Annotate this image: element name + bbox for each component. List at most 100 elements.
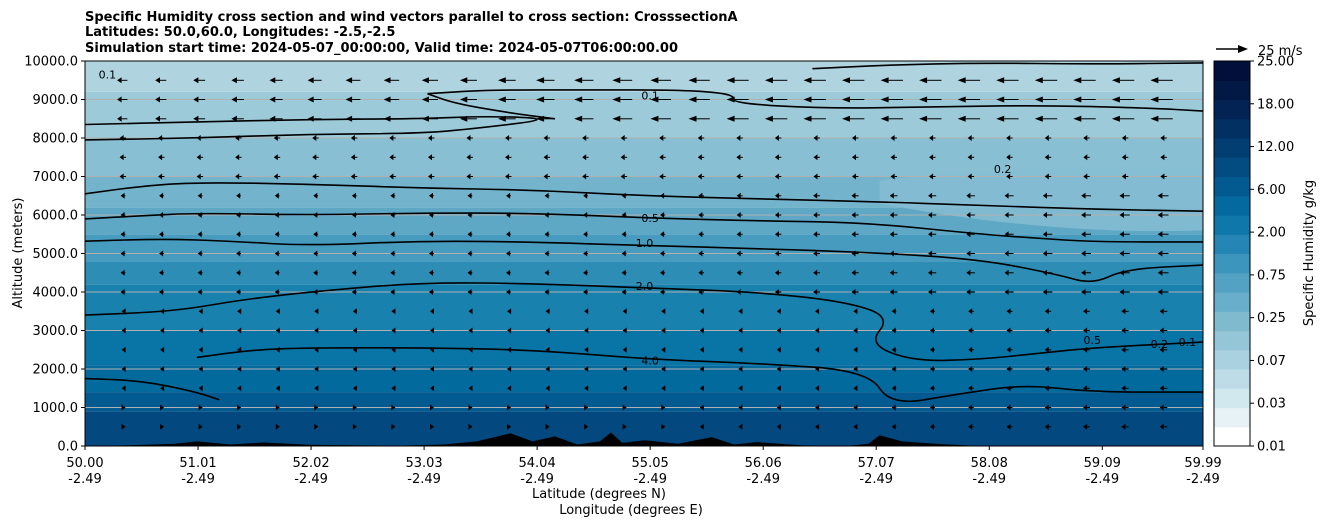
wind-vector-head bbox=[1044, 154, 1049, 161]
x-tick-lon-10: -2.49 bbox=[1186, 472, 1220, 487]
wind-vector-head bbox=[930, 327, 934, 334]
wind-vector-head bbox=[996, 96, 1005, 103]
wind-vector-head bbox=[155, 96, 160, 103]
wind-vector-head bbox=[775, 250, 779, 257]
wind-vector-head bbox=[1042, 289, 1047, 295]
colorbar-segment-6 bbox=[1214, 311, 1250, 332]
wind-vector-head bbox=[421, 96, 429, 103]
wind-vector-head bbox=[584, 366, 589, 372]
wind-vector-head bbox=[236, 231, 241, 238]
wind-vector-head bbox=[928, 231, 933, 238]
wind-vector-head bbox=[158, 173, 163, 180]
wind-vector-head bbox=[966, 212, 971, 218]
wind-vector-head bbox=[853, 366, 858, 372]
wind-vector-head bbox=[466, 173, 471, 180]
wind-vector-head bbox=[352, 423, 357, 430]
wind-vector-head bbox=[851, 192, 856, 199]
wind-vector-head bbox=[930, 366, 934, 372]
wind-vector-head bbox=[313, 192, 318, 199]
contour-line-8 bbox=[196, 346, 1203, 403]
wind-vector-head bbox=[583, 269, 588, 276]
wind-vector-head bbox=[314, 385, 319, 392]
wind-vector-head bbox=[120, 269, 125, 276]
wind-vector-head bbox=[351, 269, 356, 276]
wind-vector-head bbox=[584, 346, 589, 353]
wind-vector-head bbox=[1150, 77, 1159, 84]
wind-vector-head bbox=[117, 77, 122, 84]
wind-vector-head bbox=[117, 115, 122, 122]
wind-vector-head bbox=[650, 115, 659, 122]
wind-vector-head bbox=[1034, 115, 1043, 122]
wind-vector-head bbox=[121, 366, 126, 372]
wind-vector-head bbox=[1044, 346, 1049, 353]
wind-vector-head bbox=[237, 423, 242, 430]
wind-vector-head bbox=[468, 366, 473, 372]
wind-vector-head bbox=[197, 192, 202, 199]
wind-vector-head bbox=[507, 404, 512, 411]
x-tick-lon-8: -2.49 bbox=[972, 472, 1006, 487]
wind-vector-head bbox=[815, 385, 820, 392]
wind-vector-head bbox=[196, 154, 201, 161]
wind-vector-head bbox=[612, 115, 621, 122]
quiver-key-arrowhead-icon bbox=[1238, 45, 1248, 53]
wind-vector-head bbox=[1044, 173, 1049, 180]
contour-line-3 bbox=[812, 62, 1203, 70]
wind-vector-head bbox=[307, 77, 314, 84]
contour-label-9: 0.1 bbox=[1179, 336, 1197, 349]
colorbar-tick-label-7: 12.00 bbox=[1257, 140, 1294, 155]
wind-vector-head bbox=[890, 135, 895, 141]
wind-vector-head bbox=[275, 327, 280, 334]
wind-vector-head bbox=[813, 173, 818, 180]
wind-vector-head bbox=[583, 212, 588, 218]
y-tick-label-9: 9000.0 bbox=[33, 93, 79, 108]
wind-vector-head bbox=[468, 423, 473, 430]
wind-vector-head bbox=[891, 327, 896, 334]
wind-vector-head bbox=[155, 115, 160, 122]
wind-vector-head bbox=[930, 385, 934, 392]
humidity-band-6 bbox=[85, 234, 1203, 262]
wind-vector-head bbox=[851, 269, 856, 276]
wind-vector-head bbox=[929, 135, 934, 141]
y-tick-label-0: 0.0 bbox=[57, 440, 78, 455]
wind-vector-head bbox=[543, 135, 548, 141]
wind-vector-head bbox=[158, 135, 163, 141]
wind-vector-head bbox=[1083, 327, 1088, 334]
wind-vector-head bbox=[1119, 212, 1124, 218]
wind-vector-head bbox=[996, 115, 1005, 122]
wind-vector-head bbox=[1150, 96, 1159, 103]
wind-vector-head bbox=[853, 327, 858, 334]
wind-vector-head bbox=[889, 289, 894, 295]
wind-vector-head bbox=[660, 250, 665, 257]
wind-vector-head bbox=[430, 404, 434, 411]
wind-vector-head bbox=[1081, 212, 1086, 218]
wind-vector-head bbox=[853, 346, 858, 353]
wind-vector-head bbox=[237, 327, 242, 334]
wind-vector-head bbox=[1004, 269, 1009, 276]
wind-vector-head bbox=[775, 192, 779, 199]
wind-vector-head bbox=[764, 77, 773, 84]
wind-vector-head bbox=[738, 404, 743, 411]
wind-vector-head bbox=[545, 423, 550, 430]
wind-vector-head bbox=[269, 115, 276, 122]
wind-vector-head bbox=[1157, 289, 1163, 295]
wind-vector-head bbox=[544, 289, 549, 295]
wind-vector-head bbox=[583, 192, 588, 199]
colorbar-segment-3 bbox=[1214, 369, 1250, 389]
wind-vector-head bbox=[498, 96, 506, 103]
wind-vector-head bbox=[622, 366, 627, 372]
humidity-filled-contours bbox=[85, 61, 1203, 446]
wind-vector-head bbox=[160, 385, 165, 392]
y-tick-label-3: 3000.0 bbox=[33, 324, 79, 339]
wind-vector-head bbox=[574, 96, 583, 103]
wind-vector-head bbox=[120, 231, 125, 238]
wind-vector-head bbox=[1004, 212, 1009, 218]
wind-vector-head bbox=[583, 250, 588, 257]
wind-vector-head bbox=[1042, 269, 1047, 276]
wind-vector-head bbox=[776, 308, 781, 315]
contour-label-0: 0.1 bbox=[99, 68, 117, 81]
wind-vector-head bbox=[313, 250, 318, 257]
wind-vector-head bbox=[880, 77, 889, 84]
wind-vector-head bbox=[198, 404, 203, 411]
wind-vector-head bbox=[391, 423, 396, 430]
